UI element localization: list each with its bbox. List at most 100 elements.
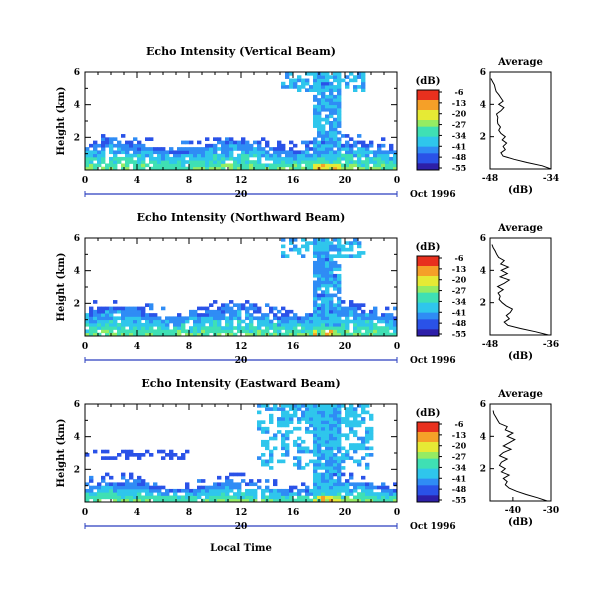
x-tick-label: 16 xyxy=(287,342,300,352)
average-x-tick-label: -30 xyxy=(543,506,559,516)
heatmap-cell xyxy=(265,319,270,324)
heatmap-cell xyxy=(337,420,342,424)
heatmap-cell xyxy=(97,153,102,158)
heatmap-cell xyxy=(117,485,122,490)
heatmap-cell xyxy=(277,163,282,168)
heatmap-cell xyxy=(317,124,322,128)
heatmap-cell xyxy=(177,456,182,460)
heatmap-cell xyxy=(333,404,338,408)
heatmap-cell xyxy=(341,456,346,460)
heatmap-cell xyxy=(385,316,390,321)
heatmap-cell xyxy=(165,163,170,168)
heatmap-cell xyxy=(281,81,286,86)
heatmap-cell xyxy=(325,81,330,86)
heatmap-cell xyxy=(121,329,126,334)
heatmap-cell xyxy=(313,287,318,291)
heatmap-cell xyxy=(353,449,358,454)
heatmap-cell xyxy=(345,75,350,79)
heatmap-cell xyxy=(261,443,266,447)
heatmap-cell xyxy=(333,423,338,428)
heatmap-cell xyxy=(201,322,206,327)
heatmap-cell xyxy=(293,332,298,337)
heatmap-cell xyxy=(261,137,266,141)
heatmap-cell xyxy=(297,492,302,496)
heatmap-cell xyxy=(297,88,302,92)
heatmap-cell xyxy=(333,101,338,106)
heatmap-cell xyxy=(97,156,102,161)
heatmap-cell xyxy=(329,114,334,119)
heatmap-cell xyxy=(285,443,290,447)
heatmap-cell xyxy=(321,137,326,141)
heatmap-cell xyxy=(325,492,330,496)
heatmap-cell xyxy=(181,140,186,145)
heatmap-cell xyxy=(265,426,270,431)
heatmap-cell xyxy=(121,326,126,330)
heatmap-cell xyxy=(329,244,334,249)
heatmap-cell xyxy=(325,306,330,311)
heatmap-cell xyxy=(109,137,114,141)
heatmap-cell xyxy=(317,417,322,421)
heatmap-cell xyxy=(333,420,338,424)
heatmap-cell xyxy=(153,150,158,155)
heatmap-cell xyxy=(325,114,330,119)
heatmap-cell xyxy=(217,153,222,158)
heatmap-cell xyxy=(337,81,342,86)
heatmap-cell xyxy=(381,326,386,330)
heatmap-cell xyxy=(141,479,146,483)
heatmap-cell xyxy=(169,498,174,503)
heatmap-cell xyxy=(317,247,322,252)
heatmap-cell xyxy=(253,316,258,321)
heatmap-cell xyxy=(181,326,186,330)
heatmap-cell xyxy=(337,114,342,119)
heatmap-cell xyxy=(121,482,126,487)
heatmap-cell xyxy=(333,426,338,431)
heatmap-cell xyxy=(177,319,182,324)
heatmap-cell xyxy=(313,433,318,438)
heatmap-cell xyxy=(125,313,130,317)
heatmap-cell xyxy=(241,498,246,503)
heatmap-cell xyxy=(97,306,102,311)
heatmap-cell xyxy=(389,492,394,496)
heatmap-cell xyxy=(357,313,362,317)
heatmap-cell xyxy=(293,426,298,431)
heatmap-cell xyxy=(221,309,226,314)
heatmap-cell xyxy=(153,319,158,324)
heatmap-cell xyxy=(313,309,318,314)
heatmap-cell xyxy=(133,482,138,487)
heatmap-cell xyxy=(333,322,338,327)
heatmap-cell xyxy=(269,306,274,311)
heatmap-cell xyxy=(333,98,338,102)
heatmap-cell xyxy=(389,316,394,321)
heatmap-cell xyxy=(381,329,386,334)
heatmap-cell xyxy=(353,326,358,330)
heatmap-cell xyxy=(381,143,386,148)
heatmap-cell xyxy=(169,332,174,337)
heatmap-cell xyxy=(393,306,398,311)
heatmap-cell xyxy=(309,322,314,327)
heatmap-cell xyxy=(101,488,106,493)
heatmap-cell xyxy=(301,488,306,493)
heatmap-cell xyxy=(141,485,146,490)
heatmap-cell xyxy=(365,436,370,441)
heatmap-cell xyxy=(289,407,294,411)
heatmap-cell xyxy=(365,404,370,408)
heatmap-cell xyxy=(353,482,358,487)
heatmap-cell xyxy=(313,264,318,268)
heatmap-cell xyxy=(369,436,374,441)
heatmap-cell xyxy=(369,417,374,421)
heatmap-cell xyxy=(253,150,258,155)
heatmap-cell xyxy=(353,485,358,490)
heatmap-cell xyxy=(193,166,198,171)
heatmap-cell xyxy=(361,456,366,460)
heatmap-cell xyxy=(301,150,306,155)
heatmap-cell xyxy=(205,163,210,168)
heatmap-cell xyxy=(209,485,214,490)
heatmap-cell xyxy=(257,332,262,337)
heatmap-cell xyxy=(289,72,294,76)
heatmap-cell xyxy=(281,417,286,421)
heatmap-cell xyxy=(93,322,98,327)
heatmap-cell xyxy=(333,433,338,438)
heatmap-cell xyxy=(221,326,226,330)
heatmap-cell xyxy=(153,166,158,171)
heatmap-cell xyxy=(321,251,326,255)
